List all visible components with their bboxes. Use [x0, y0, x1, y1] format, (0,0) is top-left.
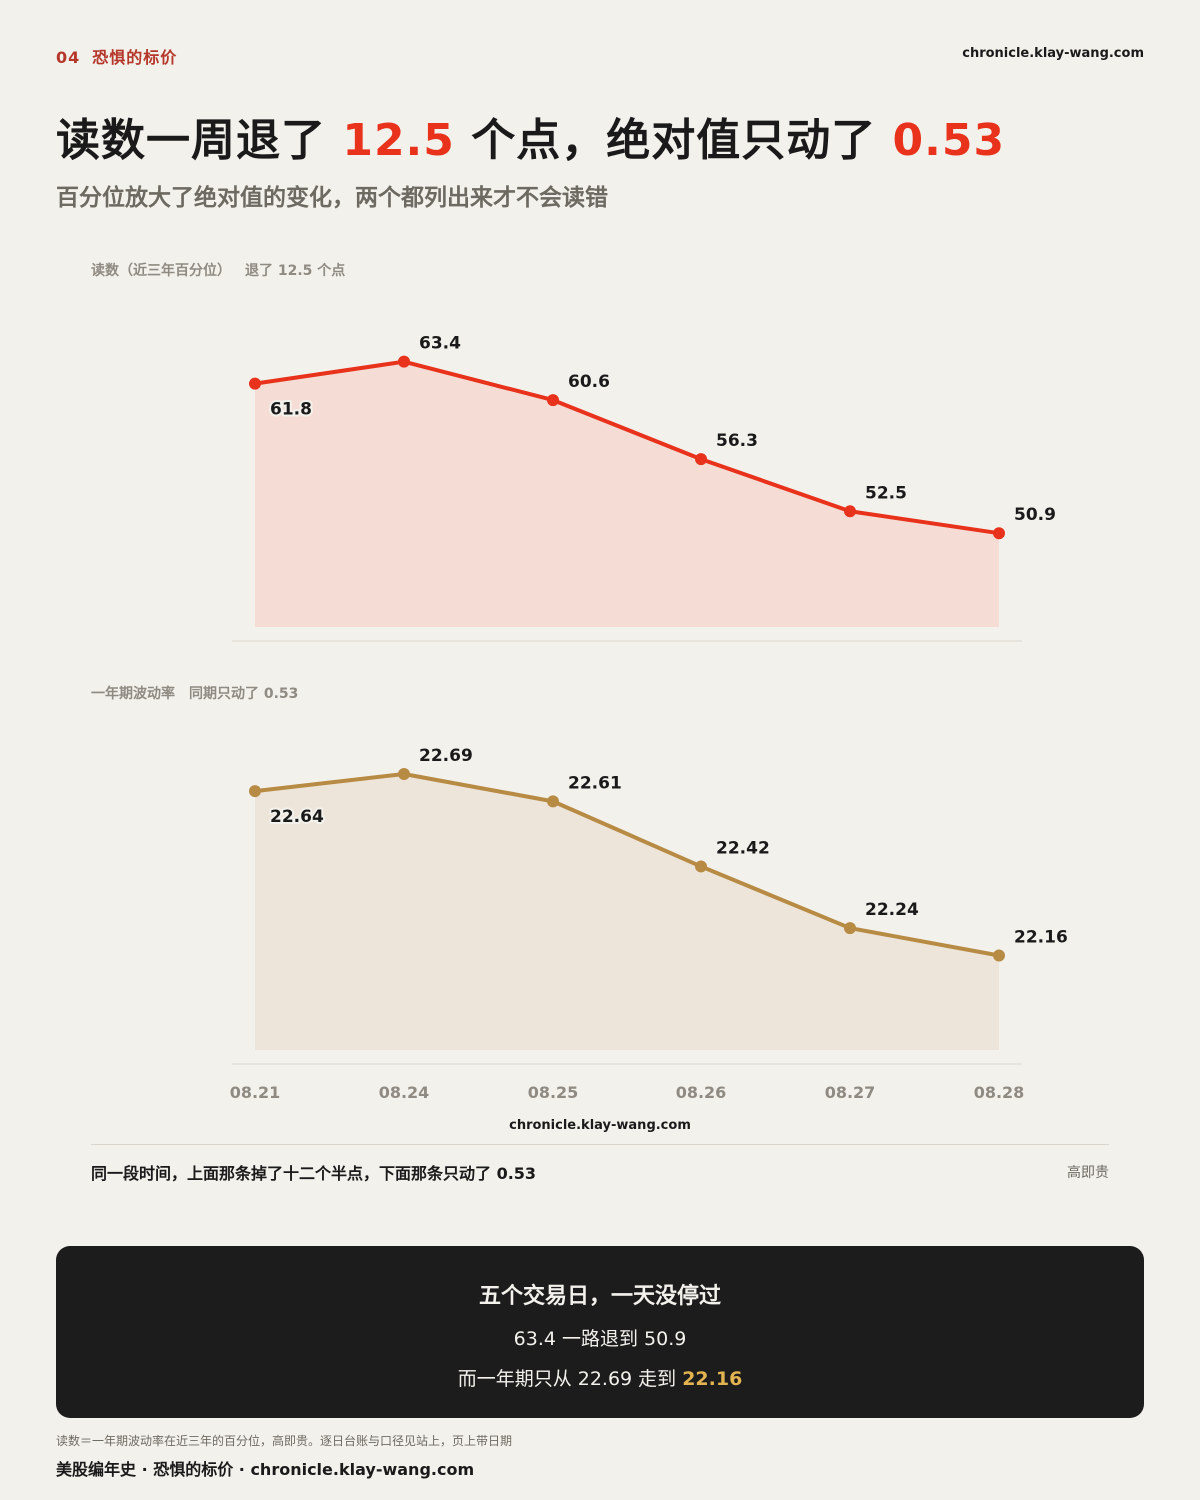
site-url[interactable]: chronicle.klay-wang.com [962, 46, 1144, 61]
chart1-label: 读数（近三年百分位） 退了 12.5 个点 [91, 260, 345, 280]
series-line [254, 359, 1000, 536]
x-tick-label: 08.21 [230, 1083, 281, 1102]
x-tick-label: 08.24 [379, 1083, 430, 1102]
caption-row: 同一段时间，上面那条掉了十二个半点，下面那条只动了 0.53 高即贵 [91, 1160, 1109, 1184]
series-area [255, 773, 999, 1050]
data-label: 61.8 [270, 400, 312, 420]
data-point [249, 377, 261, 390]
chart2-series-name: 一年期波动率 [91, 686, 175, 702]
data-label: 52.5 [865, 483, 907, 503]
x-tick-label: 08.28 [974, 1083, 1025, 1102]
data-label: 22.69 [419, 746, 473, 766]
data-point [398, 767, 410, 780]
data-label: 22.24 [865, 900, 919, 920]
data-label: 22.61 [568, 773, 622, 793]
summary-line2-text: 而一年期只从 22.69 走到 [457, 1368, 683, 1390]
x-axis: 08.21 08.24 08.25 08.26 08.27 08.28 [230, 1083, 1025, 1102]
subheadline: 百分位放大了绝对值的变化，两个都列出来才不会读错 [56, 185, 608, 211]
x-tick-label: 08.25 [528, 1083, 579, 1102]
chart2-label: 一年期波动率 同期只动了 0.53 [91, 683, 298, 703]
data-point [695, 860, 707, 873]
headline-highlight-2: 0.53 [892, 115, 1006, 166]
summary-title: 五个交易日，一天没停过 [478, 1284, 721, 1309]
data-point [993, 527, 1005, 540]
series-area [255, 361, 999, 627]
data-point [993, 949, 1005, 962]
data-point [547, 394, 559, 407]
summary-line2: 而一年期只从 22.69 走到 22.16 [56, 1364, 1144, 1391]
data-point [844, 922, 856, 935]
caption-text: 同一段时间，上面那条掉了十二个半点，下面那条只动了 0.53 [91, 1164, 537, 1183]
headline-highlight-1: 12.5 [342, 115, 455, 166]
headline-part1: 读数一周退了 [56, 115, 343, 166]
footer-note: 读数＝一年期波动率在近三年的百分位，高即贵。逐日台账与口径见站上，页上带日期 [56, 1434, 513, 1448]
section-title: 恐惧的标价 [92, 48, 178, 67]
data-label: 60.6 [568, 372, 610, 392]
data-point [844, 505, 856, 518]
chart-volatility: 22.64 22.69 22.61 22.42 22.24 22.16 [232, 744, 1070, 1065]
x-tick-label: 08.26 [676, 1083, 727, 1102]
summary-line2-highlight: 22.16 [682, 1368, 743, 1390]
footer-brand: 美股编年史 · 恐惧的标价 · chronicle.klay-wang.com [56, 1460, 475, 1479]
data-label: 63.4 [419, 334, 461, 354]
chart-percentile: 61.8 63.4 60.6 56.3 52.5 50.9 [232, 332, 1058, 642]
chart2-series-note: 同期只动了 0.53 [189, 686, 299, 702]
data-label: 22.42 [716, 838, 770, 858]
chart1-series-note: 退了 12.5 个点 [245, 263, 346, 279]
data-label: 22.16 [1014, 927, 1068, 947]
section-number: 04 [56, 48, 81, 67]
summary-box: 五个交易日，一天没停过 63.4 一路退到 50.9 而一年期只从 22.69 … [56, 1246, 1144, 1418]
data-label: 50.9 [1014, 505, 1056, 525]
data-label: 22.64 [270, 807, 324, 827]
section-tag: 04 恐惧的标价 [56, 44, 177, 68]
charts-svg: 61.8 63.4 60.6 56.3 52.5 50.9 22.64 22.69 22.61… [230, 332, 1070, 1133]
headline-part2: 个点，绝对值只动了 [454, 115, 893, 166]
caption-credit: 高即贵 [1067, 1165, 1109, 1181]
series-line [254, 771, 1000, 958]
x-tick-label: 08.27 [825, 1083, 876, 1102]
data-point [398, 355, 410, 368]
headline: 读数一周退了 12.5 个点，绝对值只动了 0.53 [56, 104, 1005, 168]
chart-credit: chronicle.klay-wang.com [509, 1118, 691, 1133]
data-label: 56.3 [716, 431, 758, 451]
summary-line1: 63.4 一路退到 50.9 [513, 1328, 687, 1350]
divider [91, 1144, 1109, 1145]
chart1-series-name: 读数（近三年百分位） [91, 263, 231, 279]
data-point [249, 785, 261, 798]
data-point [695, 453, 707, 466]
data-point [547, 795, 559, 808]
